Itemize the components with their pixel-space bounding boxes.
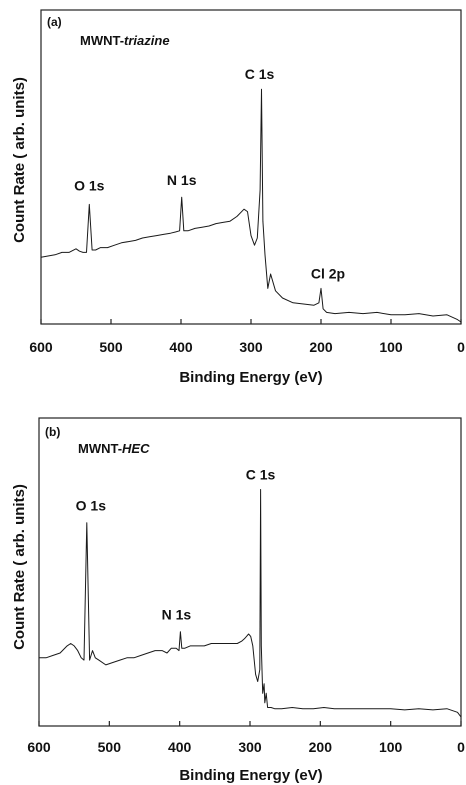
x-tick-label-a-400: 400 [169,339,193,355]
plot-frame-b [38,417,462,727]
peak-label-a-c-1s: C 1s [245,66,275,82]
x-tick-label-a-600: 600 [29,339,53,355]
x-tick-label-b-400: 400 [168,739,192,755]
x-tick-label-b-300: 300 [238,739,262,755]
peak-label-a-o-1s: O 1s [74,177,105,193]
peak-label-b-c-1s: C 1s [246,466,276,482]
peak-label-a-cl-2p: Cl 2p [311,265,345,281]
sample-name-a: MWNT-triazine [80,33,170,48]
x-axis-label-b: Binding Energy (eV) [179,767,322,784]
panel-a: (a) MWNT-triazine Count Rate ( arb. unit… [11,9,465,386]
x-tick-label-a-300: 300 [239,339,263,355]
peak-labels-b: O 1s N 1s C 1s [76,466,276,622]
panel-b: (b) MWNT-HEC Count Rate ( arb. units) Bi… [11,417,465,784]
y-axis-label-a: Count Rate ( arb. units) [11,77,28,243]
plot-frame-a [40,9,462,325]
x-tick-label-b-200: 200 [309,739,333,755]
x-tick-labels-a: 600 500 400 300 200 100 0 [29,339,465,355]
x-tick-label-b-100: 100 [379,739,403,755]
y-axis-label-b: Count Rate ( arb. units) [11,484,28,650]
sample-suffix-a: triazine [124,33,170,48]
peak-label-a-n-1s: N 1s [167,172,197,188]
panel-label-a: (a) [47,15,62,29]
panel-label-b: (b) [45,425,60,439]
peak-label-b-n-1s: N 1s [162,607,192,623]
x-tick-label-a-100: 100 [379,339,403,355]
x-tick-labels-b: 600 500 400 300 200 100 0 [27,739,465,755]
spectrum-line-b [39,489,462,718]
sample-name-b: MWNT-HEC [78,441,150,456]
sample-suffix-b: HEC [122,441,150,456]
x-ticks-b [38,721,462,726]
x-tick-label-a-200: 200 [309,339,333,355]
x-tick-label-b-0: 0 [457,739,465,755]
x-tick-label-b-500: 500 [98,739,122,755]
peak-label-b-o-1s: O 1s [76,498,107,514]
x-tick-label-b-600: 600 [27,739,51,755]
x-ticks-a [40,319,462,324]
sample-prefix-b: MWNT- [78,441,122,456]
peak-labels-a: O 1s N 1s C 1s Cl 2p [74,66,345,281]
x-axis-label-a: Binding Energy (eV) [179,369,322,386]
x-tick-label-a-0: 0 [457,339,465,355]
spectrum-line-a [40,88,462,323]
x-tick-label-a-500: 500 [99,339,123,355]
sample-prefix-a: MWNT- [80,33,124,48]
